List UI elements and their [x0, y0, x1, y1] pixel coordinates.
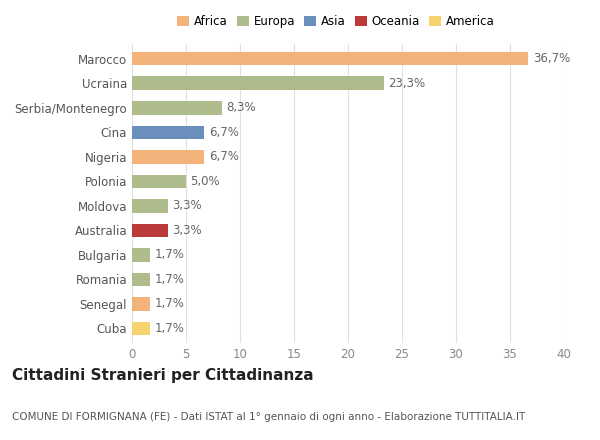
Text: 8,3%: 8,3%: [226, 101, 256, 114]
Text: 1,7%: 1,7%: [155, 249, 185, 261]
Text: 3,3%: 3,3%: [172, 199, 202, 213]
Text: 6,7%: 6,7%: [209, 150, 239, 163]
Bar: [132, 224, 167, 237]
Bar: [132, 150, 205, 164]
Bar: [132, 273, 151, 286]
Text: 1,7%: 1,7%: [155, 322, 185, 335]
Bar: [132, 52, 529, 66]
Text: 3,3%: 3,3%: [172, 224, 202, 237]
Bar: [132, 77, 383, 90]
Text: COMUNE DI FORMIGNANA (FE) - Dati ISTAT al 1° gennaio di ogni anno - Elaborazione: COMUNE DI FORMIGNANA (FE) - Dati ISTAT a…: [12, 412, 525, 422]
Bar: [132, 322, 151, 335]
Bar: [132, 297, 151, 311]
Bar: [132, 248, 151, 262]
Text: 1,7%: 1,7%: [155, 297, 185, 311]
Text: 23,3%: 23,3%: [388, 77, 425, 90]
Text: 1,7%: 1,7%: [155, 273, 185, 286]
Legend: Africa, Europa, Asia, Oceania, America: Africa, Europa, Asia, Oceania, America: [173, 10, 499, 33]
Bar: [132, 175, 186, 188]
Text: Cittadini Stranieri per Cittadinanza: Cittadini Stranieri per Cittadinanza: [12, 368, 314, 383]
Bar: [132, 199, 167, 213]
Bar: [132, 125, 205, 139]
Text: 5,0%: 5,0%: [190, 175, 220, 188]
Bar: [132, 101, 221, 114]
Text: 6,7%: 6,7%: [209, 126, 239, 139]
Text: 36,7%: 36,7%: [533, 52, 570, 65]
